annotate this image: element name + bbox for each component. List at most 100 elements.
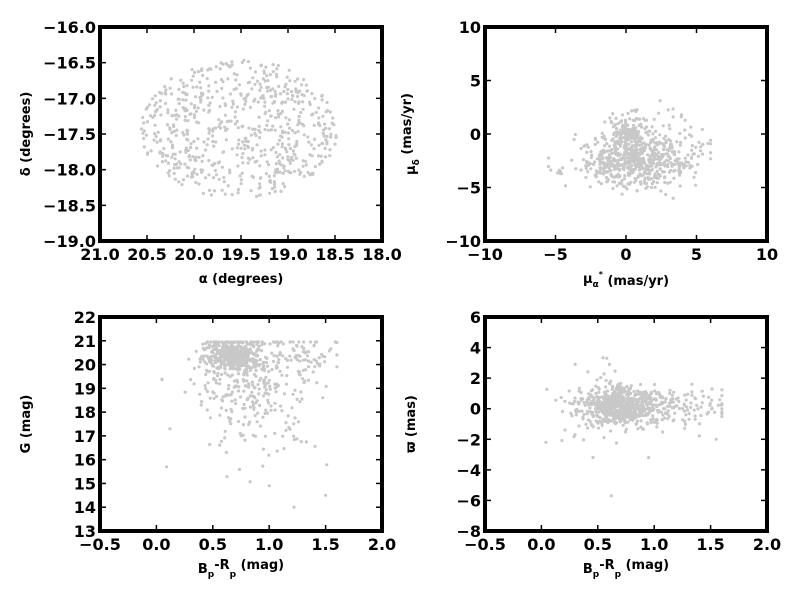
data-point [294,354,298,358]
data-point [274,366,278,370]
data-point [331,116,335,120]
data-point [638,382,643,387]
data-point [658,392,662,397]
data-point [677,399,681,404]
data-point [632,389,636,393]
data-point [254,368,258,372]
data-point [659,162,663,166]
x-tick-label: 10 [756,245,778,264]
data-point [656,155,661,159]
data-point [246,156,250,160]
data-point [625,390,630,394]
data-point [275,354,279,358]
data-point [254,133,258,138]
data-point [633,397,637,401]
data-point [643,148,647,152]
data-point [273,128,277,132]
data-point [304,163,308,167]
data-point [617,390,621,394]
data-point [616,122,620,126]
data-point [284,421,288,425]
data-point [586,370,590,374]
data-point [187,154,191,158]
data-point [577,424,581,428]
data-point [248,340,253,344]
data-point [594,384,598,388]
data-point [610,399,614,404]
data-point [688,163,692,167]
y-tick-label: −8 [456,522,481,541]
data-point [598,152,602,156]
data-point [605,142,609,146]
y-tick-label: −17.5 [43,125,96,144]
data-point [142,129,146,133]
data-point [601,401,605,405]
data-point [259,154,263,158]
data-point [296,129,300,134]
data-point [283,85,287,89]
data-point [297,168,301,172]
data-point [619,385,623,389]
data-point [207,131,211,135]
data-point [288,146,292,151]
data-point [236,126,240,130]
data-point [194,95,198,99]
data-point [243,136,247,140]
data-point [242,389,246,393]
data-point [238,431,242,436]
x-tick-label: 1.5 [696,535,724,554]
data-point [233,367,237,371]
data-point [313,96,317,101]
data-point [240,60,244,65]
data-point [712,410,717,414]
data-point [259,149,263,153]
data-point [281,354,285,358]
data-point [263,112,267,116]
data-point [207,89,211,93]
data-point [573,433,577,437]
data-point [179,162,183,166]
data-point [151,115,155,119]
data-point [628,117,632,121]
data-point [307,365,311,369]
data-point [148,114,153,118]
data-point [623,118,628,122]
data-point [625,156,630,160]
data-point [269,114,273,118]
data-point [663,164,667,168]
data-point [614,116,618,120]
data-point [252,386,256,390]
data-point [249,133,253,137]
data-point [234,402,238,406]
data-point [582,144,586,148]
data-point [277,159,281,163]
data-point [239,146,243,150]
data-point [236,164,240,168]
data-point [255,359,259,363]
data-point [189,102,193,106]
data-point [201,73,205,78]
data-point [154,101,158,105]
data-point [605,170,610,174]
data-point [618,175,622,179]
data-point [612,157,616,161]
data-point [622,165,626,169]
data-point [212,144,216,148]
data-point [197,365,201,369]
data-point [246,60,250,64]
data-point [194,349,198,353]
data-point [588,410,593,414]
data-point [299,440,303,444]
data-point [208,442,212,447]
data-point [662,176,667,180]
data-point [285,374,289,378]
y-tick-label: −6 [456,491,481,510]
data-point [629,180,633,184]
panel-ra-dec: 21.0 20.5 20.0 19.5 19.0 18.5 18.0 −19.0−18.5−… [19,18,402,287]
data-point [579,146,583,151]
data-point [599,182,603,186]
data-point [295,344,299,348]
data-point [613,408,618,412]
data-point [573,132,578,137]
data-point [241,161,245,165]
